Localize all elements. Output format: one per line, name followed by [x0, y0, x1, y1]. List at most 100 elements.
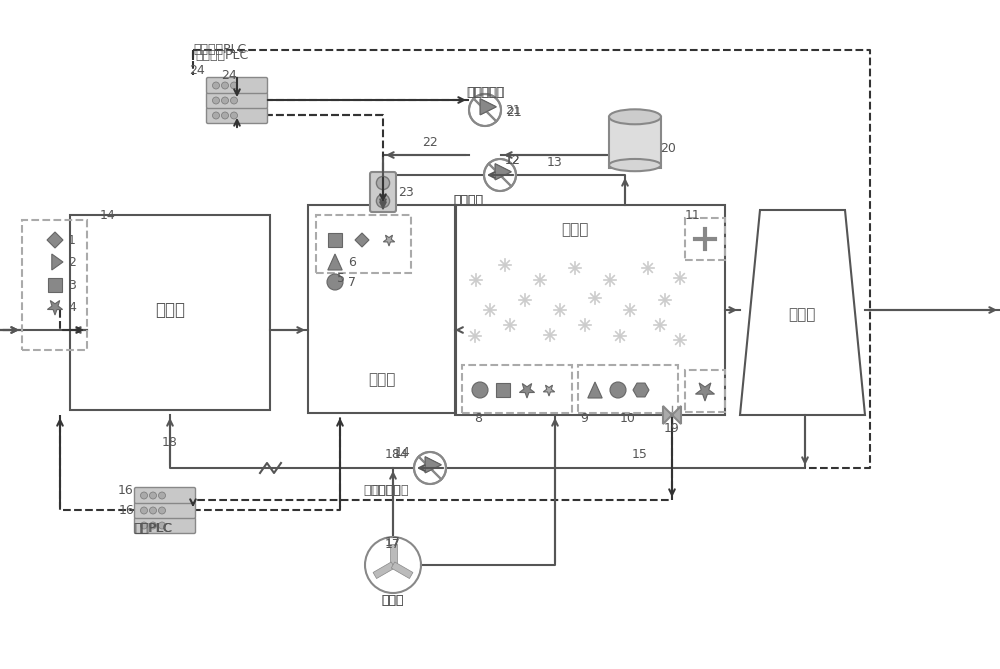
Text: 污泥回流泵: 污泥回流泵 [371, 484, 409, 496]
Text: 13: 13 [547, 155, 563, 169]
Text: 3: 3 [68, 278, 76, 292]
Text: 7: 7 [348, 276, 356, 288]
Polygon shape [519, 383, 535, 398]
Polygon shape [383, 235, 395, 246]
FancyArrow shape [373, 562, 395, 579]
FancyBboxPatch shape [207, 108, 268, 124]
Polygon shape [425, 457, 441, 473]
Text: 20: 20 [660, 142, 676, 155]
Text: 鼓风机: 鼓风机 [382, 593, 404, 607]
Circle shape [150, 507, 157, 514]
Text: 碳源投加PLC: 碳源投加PLC [193, 43, 246, 56]
Circle shape [141, 492, 148, 499]
Bar [578, 365, 678, 413]
Polygon shape [48, 278, 62, 292]
Polygon shape [633, 383, 649, 397]
Circle shape [222, 82, 229, 89]
Polygon shape [695, 383, 715, 401]
Bar [70, 215, 270, 410]
Circle shape [472, 382, 488, 398]
Text: 内回流泵: 内回流泵 [453, 193, 483, 207]
Circle shape [159, 507, 166, 514]
Text: 22: 22 [422, 136, 438, 149]
Circle shape [159, 522, 166, 529]
Polygon shape [543, 385, 555, 396]
FancyArrow shape [390, 544, 397, 565]
Text: 18: 18 [385, 448, 401, 462]
Circle shape [231, 112, 238, 119]
Text: 好氧池: 好氧池 [561, 223, 589, 237]
Text: 15: 15 [632, 448, 648, 462]
Text: 24: 24 [189, 64, 205, 76]
Text: 碳源投加泵: 碳源投加泵 [467, 86, 505, 98]
Text: 4: 4 [68, 300, 76, 314]
Text: 污泥回流泵: 污泥回流泵 [363, 484, 401, 496]
Circle shape [150, 522, 157, 529]
Text: 9: 9 [580, 411, 588, 425]
Circle shape [610, 382, 626, 398]
Circle shape [231, 82, 238, 89]
Text: 曝气PLC: 曝气PLC [133, 522, 171, 535]
FancyBboxPatch shape [135, 502, 196, 518]
Polygon shape [47, 300, 63, 315]
Text: 1: 1 [68, 233, 76, 246]
Text: 14: 14 [394, 446, 410, 460]
Text: 24: 24 [221, 68, 237, 82]
Circle shape [327, 274, 343, 290]
FancyBboxPatch shape [207, 92, 268, 108]
Circle shape [150, 492, 157, 499]
Polygon shape [425, 457, 441, 473]
Polygon shape [328, 233, 342, 247]
Bar [316, 215, 411, 273]
Polygon shape [496, 383, 510, 397]
Text: 16: 16 [118, 504, 134, 518]
Polygon shape [480, 99, 496, 115]
Circle shape [222, 112, 229, 119]
Text: 14: 14 [100, 209, 116, 221]
Text: 21: 21 [506, 106, 522, 118]
Text: 23: 23 [398, 185, 414, 199]
Text: 12: 12 [505, 153, 521, 167]
Circle shape [159, 492, 166, 499]
Text: 17: 17 [385, 539, 401, 551]
Text: 14: 14 [392, 448, 408, 462]
Polygon shape [495, 164, 511, 180]
Text: 11: 11 [685, 209, 701, 221]
Polygon shape [480, 99, 496, 115]
Text: 6: 6 [348, 256, 356, 268]
Text: 曝气PLC: 曝气PLC [134, 522, 172, 535]
Text: 鼓风机: 鼓风机 [382, 595, 404, 607]
Bar [609, 117, 661, 168]
Circle shape [376, 177, 390, 189]
Text: 厘氧池: 厘氧池 [155, 301, 185, 319]
Text: 缺氧池: 缺氧池 [368, 373, 396, 387]
Text: 8: 8 [474, 411, 482, 425]
FancyBboxPatch shape [135, 518, 196, 533]
Polygon shape [588, 382, 602, 398]
Bar [462, 365, 572, 413]
Text: 10: 10 [620, 411, 636, 425]
Polygon shape [47, 232, 63, 248]
Circle shape [376, 195, 390, 207]
Bar [22, 220, 87, 350]
Ellipse shape [609, 159, 661, 171]
Circle shape [231, 97, 238, 104]
Polygon shape [663, 406, 681, 424]
Text: 内回流泵: 内回流泵 [453, 193, 483, 207]
Circle shape [141, 522, 148, 529]
Text: 21: 21 [505, 104, 521, 116]
Circle shape [213, 112, 220, 119]
Text: 16: 16 [117, 484, 133, 496]
Text: 碳源投加泵: 碳源投加泵 [466, 86, 504, 98]
Circle shape [213, 82, 220, 89]
Polygon shape [495, 164, 511, 180]
Text: 沉淠池: 沉淠池 [788, 308, 816, 322]
Ellipse shape [609, 109, 661, 124]
Text: 19: 19 [664, 421, 680, 434]
Text: 12: 12 [505, 153, 521, 167]
Bar [685, 370, 725, 412]
Polygon shape [52, 254, 63, 270]
Bar [455, 205, 725, 415]
Circle shape [213, 97, 220, 104]
Polygon shape [355, 233, 369, 247]
